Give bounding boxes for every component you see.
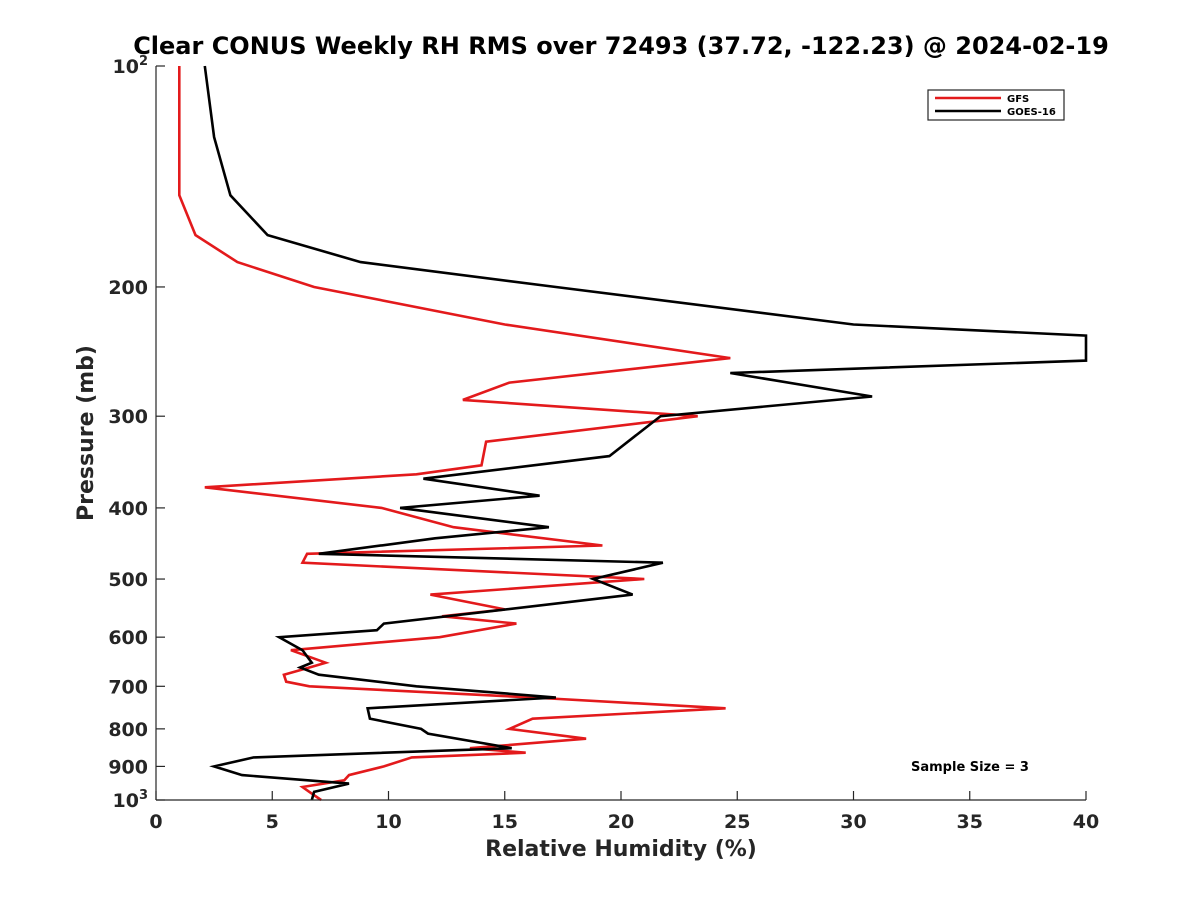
y-tick-label: 500 — [108, 569, 148, 591]
x-tick-label: 0 — [149, 811, 162, 833]
x-axis-ticks: 0 5 10 15 20 25 30 35 40 — [149, 791, 1099, 833]
chart-title: Clear CONUS Weekly RH RMS over 72493 (37… — [133, 32, 1109, 60]
x-tick-label: 40 — [1073, 811, 1099, 833]
x-tick-label: 5 — [266, 811, 279, 833]
x-tick-label: 15 — [492, 811, 518, 833]
y-axis-label: Pressure (mb) — [74, 345, 99, 521]
x-tick-label: 25 — [724, 811, 750, 833]
legend: GFS GOES-16 — [927, 89, 1065, 121]
y-tick-label: 300 — [108, 406, 148, 428]
x-tick-label: 35 — [957, 811, 983, 833]
sample-size-annotation: Sample Size = 3 — [911, 760, 1029, 775]
y-tick-label: 103 — [113, 788, 149, 812]
y-tick-label: 800 — [108, 719, 148, 741]
x-tick-label: 10 — [375, 811, 401, 833]
legend-label-gfs: GFS — [1007, 94, 1029, 105]
x-tick-label: 20 — [608, 811, 634, 833]
y-tick-label: 400 — [108, 498, 148, 520]
y-axis-ticks: 102 200 300 400 500 600 700 800 900 103 — [108, 54, 165, 812]
x-axis-label: Relative Humidity (%) — [485, 837, 757, 862]
legend-box — [927, 89, 1065, 121]
y-tick-label: 700 — [108, 676, 148, 698]
x-tick-label: 30 — [840, 811, 866, 833]
y-tick-label: 102 — [113, 54, 149, 78]
series-line-goes16 — [203, 65, 1088, 801]
y-tick-label: 600 — [108, 627, 148, 649]
y-tick-label: 900 — [108, 756, 148, 778]
legend-label-goes16: GOES-16 — [1007, 107, 1056, 118]
y-tick-label: 200 — [108, 277, 148, 299]
plot-area — [178, 65, 1088, 802]
